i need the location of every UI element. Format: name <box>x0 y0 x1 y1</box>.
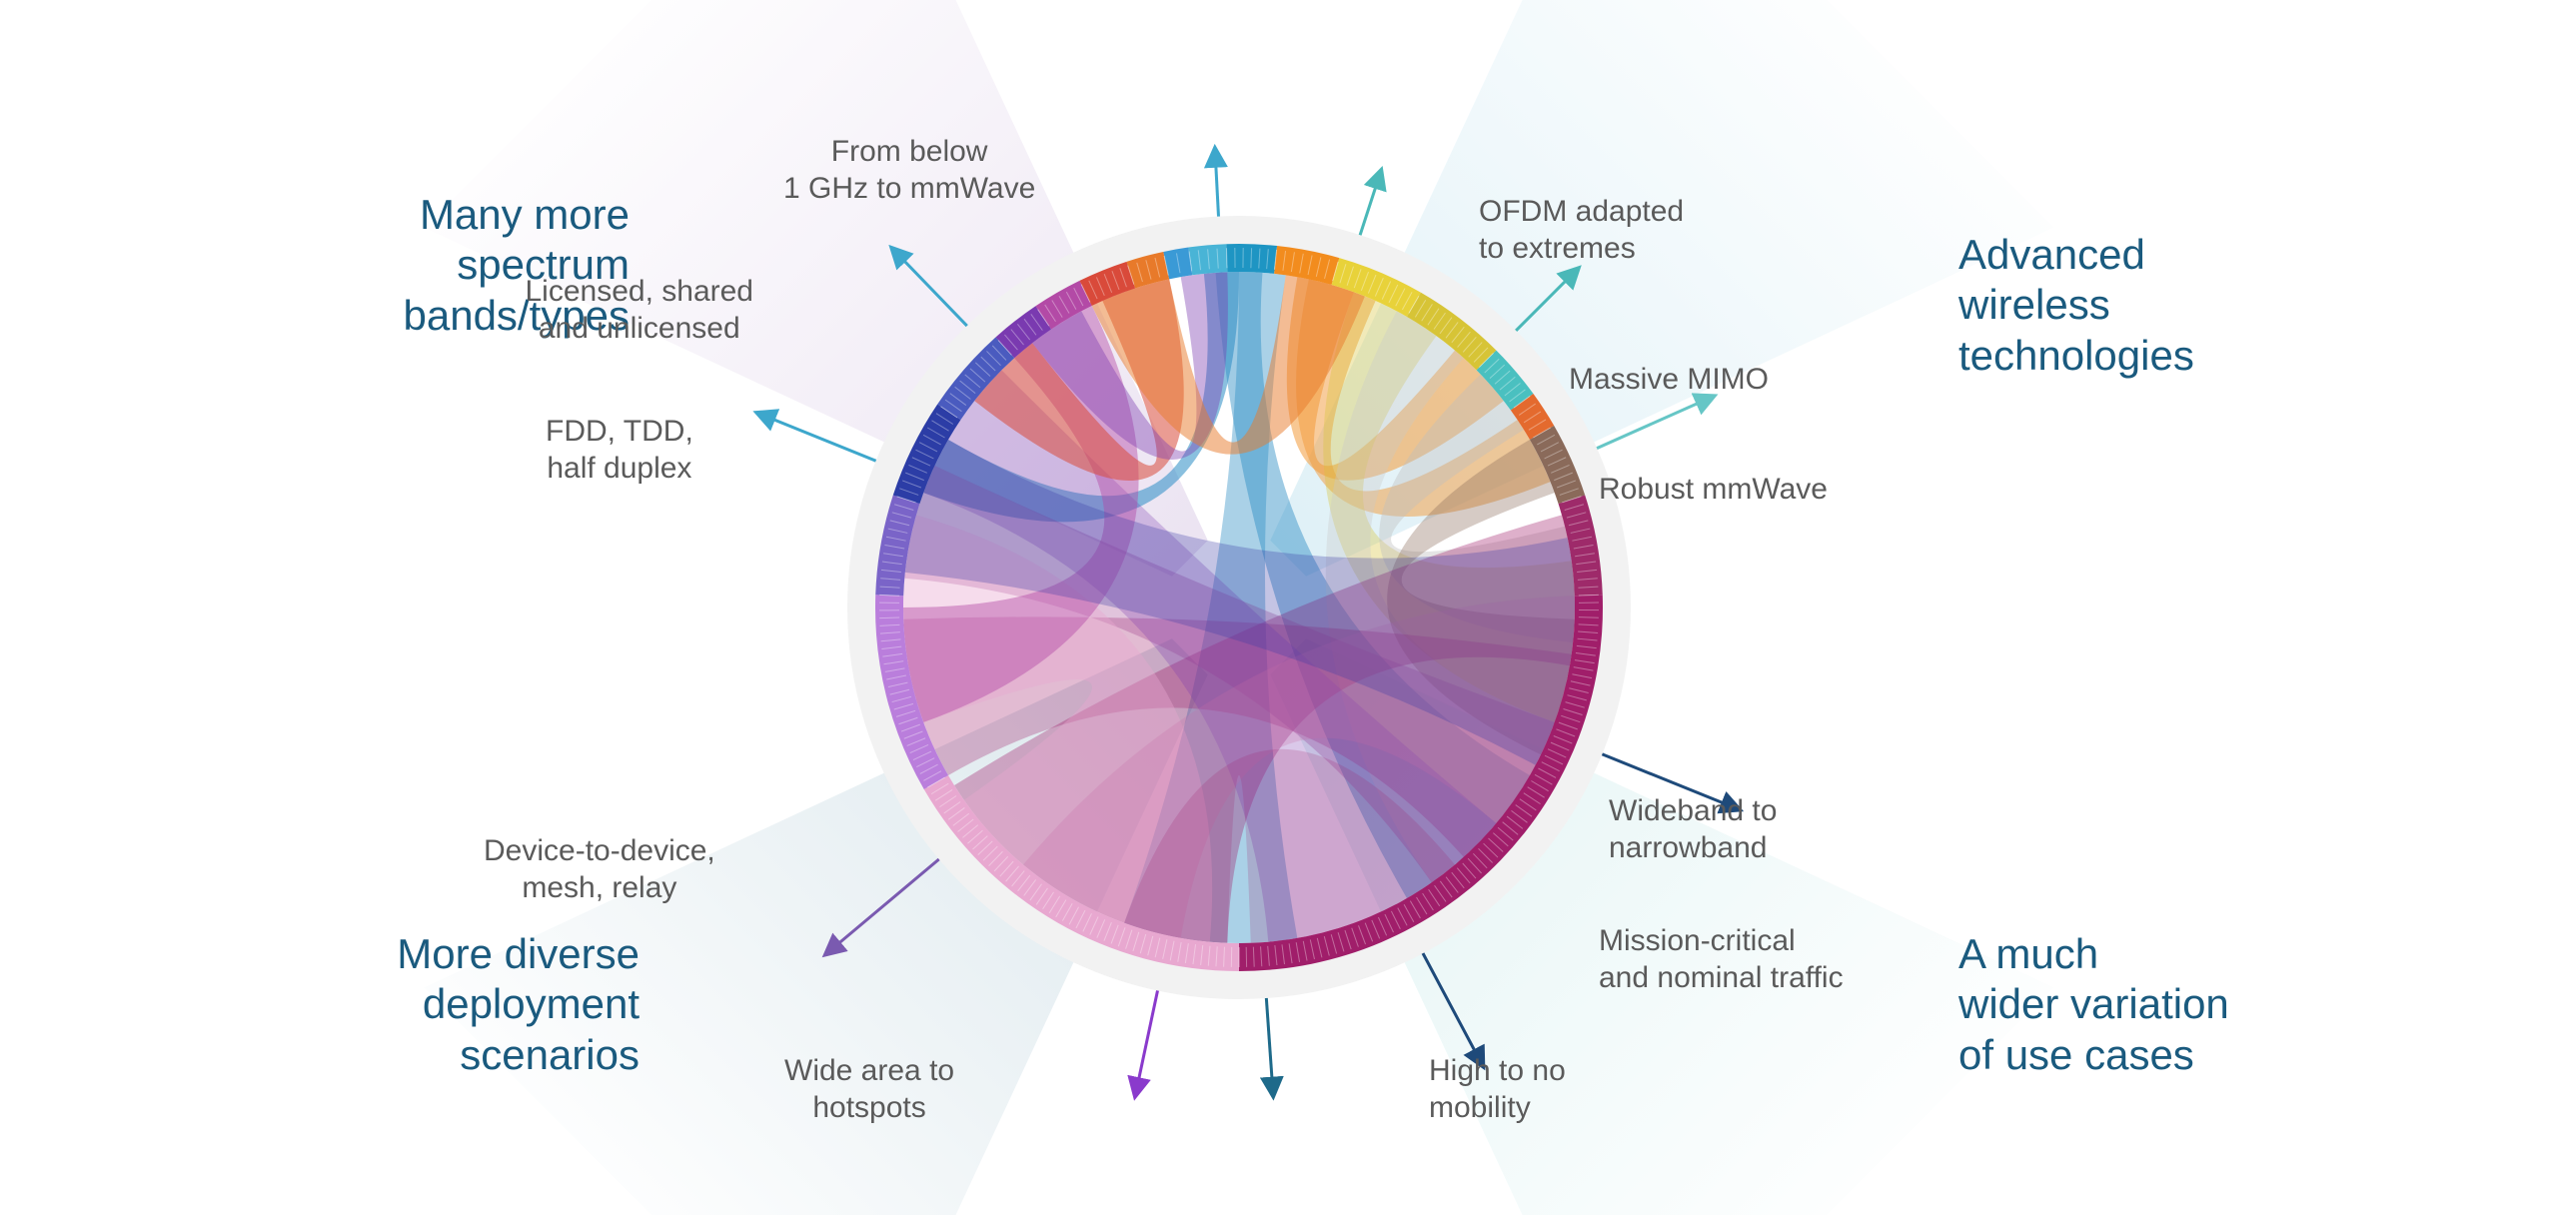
diagram-root: Many more spectrum bands/typesAdvanced w… <box>0 0 2576 1215</box>
corner-title-bottom_right: A much wider variation of use cases <box>1958 929 2229 1080</box>
inner-label-mission_critical: Mission-critical and nominal traffic <box>1599 922 1844 997</box>
inner-label-below_1ghz: From below 1 GHz to mmWave <box>783 133 1035 208</box>
inner-label-massive_mimo: Massive MIMO <box>1569 361 1769 399</box>
inner-label-d2d: Device-to-device, mesh, relay <box>484 832 715 907</box>
inner-label-licensed: Licensed, shared and unlicensed <box>526 273 754 348</box>
chord-arc <box>1188 244 1227 275</box>
inner-label-fdd_tdd: FDD, TDD, half duplex <box>546 413 693 488</box>
corner-title-bottom_left: More diverse deployment scenarios <box>260 929 640 1080</box>
inner-label-wide_area: Wide area to hotspots <box>784 1052 954 1127</box>
inner-label-ofdm: OFDM adapted to extremes <box>1479 193 1684 268</box>
inner-label-wideband: Wideband to narrowband <box>1609 792 1777 867</box>
inner-label-robust_mmwave: Robust mmWave <box>1599 471 1828 509</box>
corner-title-top_right: Advanced wireless technologies <box>1958 230 2194 381</box>
inner-label-high_no_mobility: High to no mobility <box>1429 1052 1566 1127</box>
